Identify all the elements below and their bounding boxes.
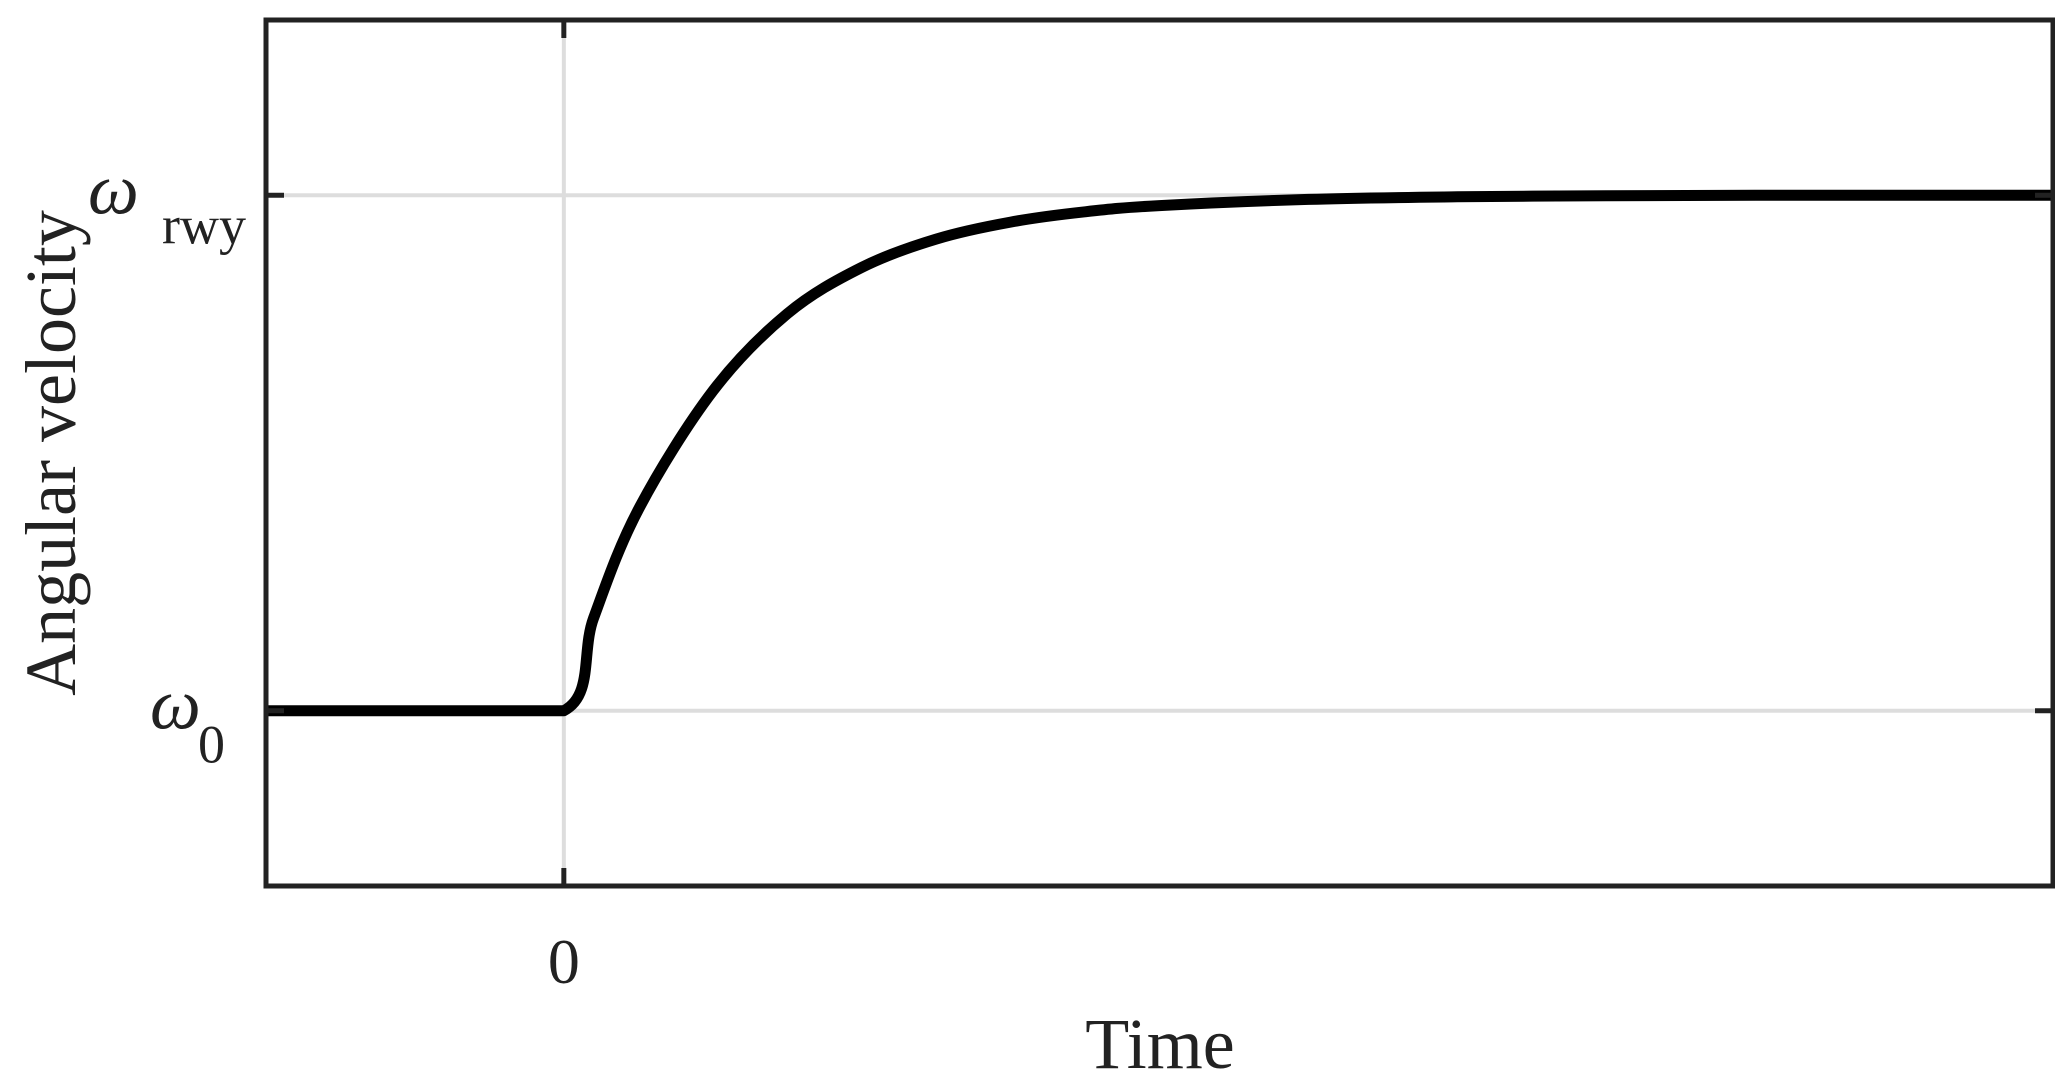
axes-box	[263, 17, 2055, 889]
y-tick-label: ω0	[150, 665, 225, 775]
x-axis-label: Time	[1085, 1004, 1234, 1084]
y-tick-symbol: ω	[88, 149, 139, 229]
y-axis-label: Angular velocity	[11, 210, 91, 696]
y-tick-symbol: ω	[150, 665, 201, 745]
y-tick-subscript: rwy	[162, 195, 246, 255]
series-line	[266, 189, 2053, 717]
grid-lines	[266, 20, 2053, 886]
y-tick-label: ω rwy	[88, 149, 246, 255]
series-layer	[266, 189, 2053, 717]
x-tick-label: 0	[548, 926, 580, 997]
y-tick-subscript: 0	[198, 715, 225, 775]
